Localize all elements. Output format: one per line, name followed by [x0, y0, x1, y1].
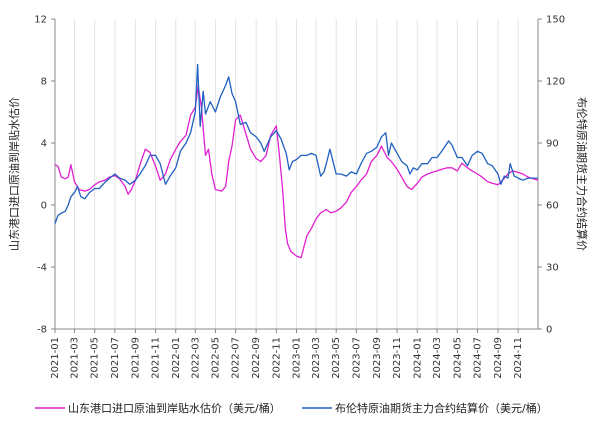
x-tick-label: 2022-09: [251, 337, 262, 379]
x-tick-label: 2023-01: [292, 337, 303, 379]
y-left-tick-label: -8: [37, 325, 47, 336]
y-left-tick-label: 8: [41, 77, 47, 88]
x-tick-label: 2024-07: [472, 337, 483, 379]
y-right-tick-label: 0: [546, 325, 552, 336]
x-tick-label: 2021-03: [70, 337, 81, 379]
x-tick-label: 2022-01: [171, 337, 182, 379]
y-right-tick-label: 30: [546, 263, 559, 274]
tick-labels: 2021-01 2021-03 2021-05 2021-07 2021-09 2021-…: [34, 15, 565, 379]
y-right-tick-label: 90: [546, 139, 559, 150]
x-tick-label: 2021-09: [130, 337, 141, 379]
x-tick-label: 2021-07: [110, 337, 121, 379]
x-tick-label: 2023-03: [311, 337, 322, 379]
y-left-tick-label: 0: [41, 201, 47, 212]
y-right-tick-label: 150: [546, 15, 565, 26]
legend-label-discount: 山东港口进口原油到岸贴水估价（美元/桶）: [68, 401, 281, 415]
series-line-brent: [54, 63, 538, 224]
legend: 山东港口进口原油到岸贴水估价（美元/桶） 布伦特原油期货主力合约结算价（美元/桶…: [35, 401, 548, 415]
x-tick-label: 2023-11: [392, 337, 403, 379]
x-tick-label: 2022-07: [231, 337, 242, 379]
y-right-tick-label: 60: [546, 201, 559, 212]
y-axis-left-label: 山东港口进口原油到岸贴水估价: [7, 97, 21, 251]
x-tick-label: 2023-05: [331, 337, 342, 379]
x-tick-label: 2021-01: [50, 337, 61, 379]
x-tick-label: 2024-05: [452, 337, 463, 379]
x-tick-label: 2022-11: [271, 337, 282, 379]
series-lines: [54, 63, 539, 259]
y-left-tick-label: 4: [41, 139, 47, 150]
y-right-tick-label: 120: [546, 77, 565, 88]
x-tick-label: 2021-05: [90, 337, 101, 379]
x-tick-label: 2024-03: [432, 337, 443, 379]
vertical-gridlines: [54, 19, 519, 329]
x-tick-label: 2023-09: [372, 337, 383, 379]
y-left-tick-label: -4: [37, 263, 47, 274]
y-left-tick-label: 12: [34, 15, 47, 26]
x-tick-label: 2022-05: [210, 337, 221, 379]
x-tick-label: 2024-01: [412, 337, 423, 379]
x-tick-label: 2024-09: [493, 337, 504, 379]
x-tick-label: 2022-03: [190, 337, 201, 379]
axes: [51, 18, 542, 333]
series-line-discount: [54, 85, 539, 259]
y-axis-right-label: 布伦特原油期货主力合约结算价: [575, 97, 589, 251]
x-tick-label: 2021-11: [151, 337, 162, 379]
legend-label-brent: 布伦特原油期货主力合约结算价（美元/桶）: [335, 401, 548, 415]
x-tick-label: 2023-07: [351, 337, 362, 379]
x-tick-label: 2024-11: [513, 337, 524, 379]
